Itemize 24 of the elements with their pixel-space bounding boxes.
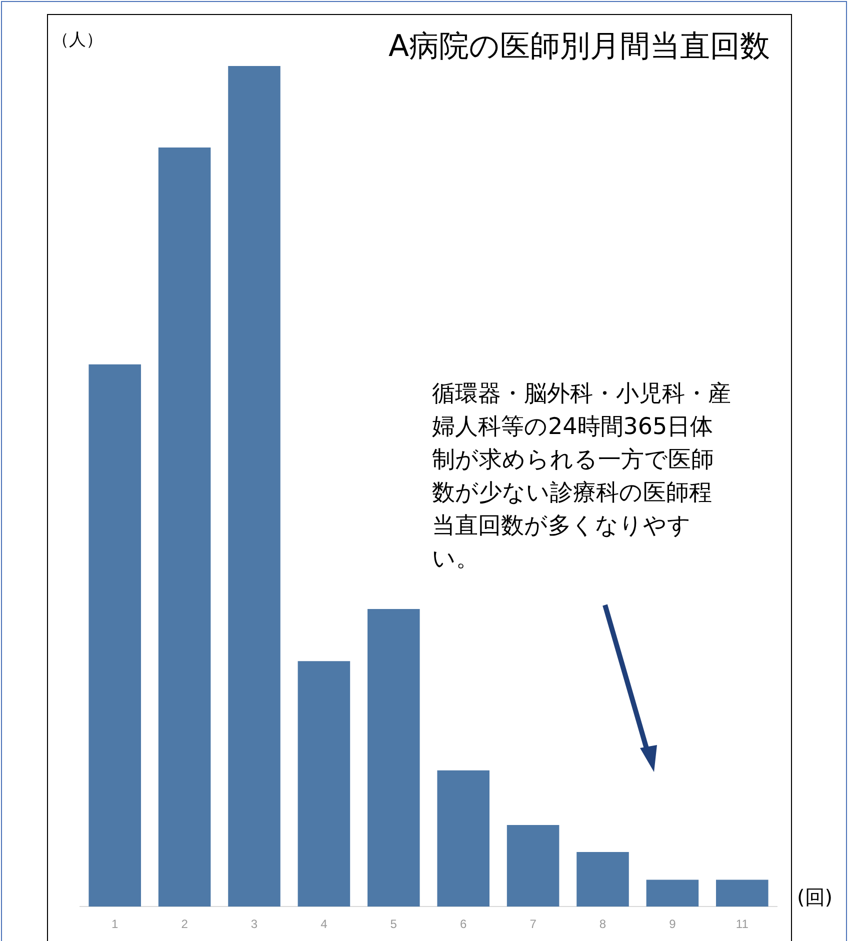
chart-title: A病院の医師別月間当直回数 bbox=[388, 28, 770, 66]
x-tick-label: 5 bbox=[390, 917, 398, 932]
x-tick-label: 4 bbox=[320, 917, 328, 932]
annotation: 循環器・脳外科・小児科・産婦人科等の24時間365日体制が求められる一方で医師数が少ない診療科の医師程当直回数が多くなりやすい。 bbox=[432, 380, 732, 574]
bar bbox=[716, 880, 768, 907]
bar bbox=[228, 66, 280, 907]
x-tick-label: 3 bbox=[250, 917, 258, 932]
x-tick-label: 2 bbox=[181, 917, 188, 932]
bar bbox=[158, 148, 211, 907]
bar bbox=[298, 661, 350, 907]
y-axis-title: （人） bbox=[52, 29, 103, 51]
x-tick-label: 1 bbox=[112, 917, 119, 932]
x-tick-label: 6 bbox=[460, 917, 468, 932]
bar bbox=[368, 609, 420, 907]
x-tick-label: 7 bbox=[530, 917, 537, 932]
x-tick-label: 9 bbox=[669, 917, 676, 932]
x-axis-title: (回) bbox=[797, 884, 833, 911]
bar bbox=[88, 364, 141, 907]
x-tick-label: 11 bbox=[736, 917, 749, 932]
bar bbox=[576, 852, 629, 907]
bar bbox=[646, 880, 699, 907]
bar bbox=[437, 770, 490, 907]
x-tick-label: 8 bbox=[599, 917, 606, 932]
bar bbox=[506, 825, 560, 907]
